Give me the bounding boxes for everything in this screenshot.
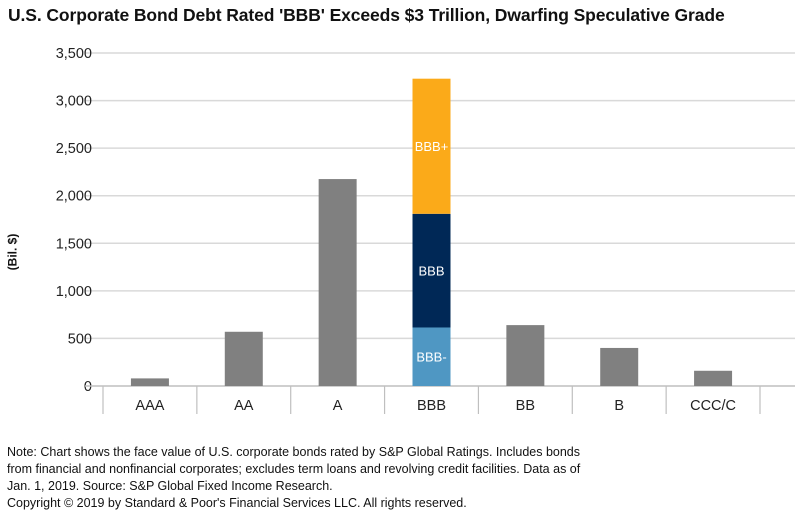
note-line: Note: Chart shows the face value of U.S.…	[7, 445, 581, 459]
note-line: from financial and nonfinancial corporat…	[7, 462, 581, 476]
segment-label: BBB	[418, 264, 444, 279]
y-tick-label: 1,500	[56, 236, 92, 252]
y-tick-label: 2,000	[56, 189, 92, 205]
y-tick-label: 2,500	[56, 141, 92, 157]
bar-aaa	[130, 378, 169, 386]
x-tick-label: B	[614, 398, 624, 414]
copyright-line: Copyright © 2019 by Standard & Poor's Fi…	[7, 496, 467, 510]
x-tick-label: BB	[516, 398, 535, 414]
x-tick-label: BBB	[417, 398, 446, 414]
chart-notes: Note: Chart shows the face value of U.S.…	[7, 444, 797, 512]
segment-label: BBB-	[416, 350, 446, 365]
x-tick-label: AAA	[135, 398, 164, 414]
y-tick-label: 1,000	[56, 284, 92, 300]
bar-ccc-c	[694, 370, 733, 386]
bar-a	[318, 179, 357, 386]
bar-aa	[224, 331, 263, 386]
bar-segment-bbbminus	[412, 327, 451, 386]
y-tick-label: 3,500	[56, 46, 92, 62]
y-tick-label: 0	[84, 379, 92, 395]
bar-b	[600, 347, 639, 386]
x-tick-label: CCC/C	[690, 398, 736, 414]
note-line: Jan. 1, 2019. Source: S&P Global Fixed I…	[7, 479, 333, 493]
y-tick-label: 3,000	[56, 94, 92, 110]
bar-segment-bbbplus	[412, 78, 451, 214]
x-tick-label: AA	[234, 398, 254, 414]
chart-title: U.S. Corporate Bond Debt Rated 'BBB' Exc…	[8, 5, 725, 25]
bar-bb	[506, 325, 545, 386]
segment-label: BBB+	[415, 139, 449, 154]
bar-segment-bbb	[412, 213, 451, 328]
y-tick-label: 500	[68, 331, 92, 347]
x-tick-label: A	[333, 398, 343, 414]
